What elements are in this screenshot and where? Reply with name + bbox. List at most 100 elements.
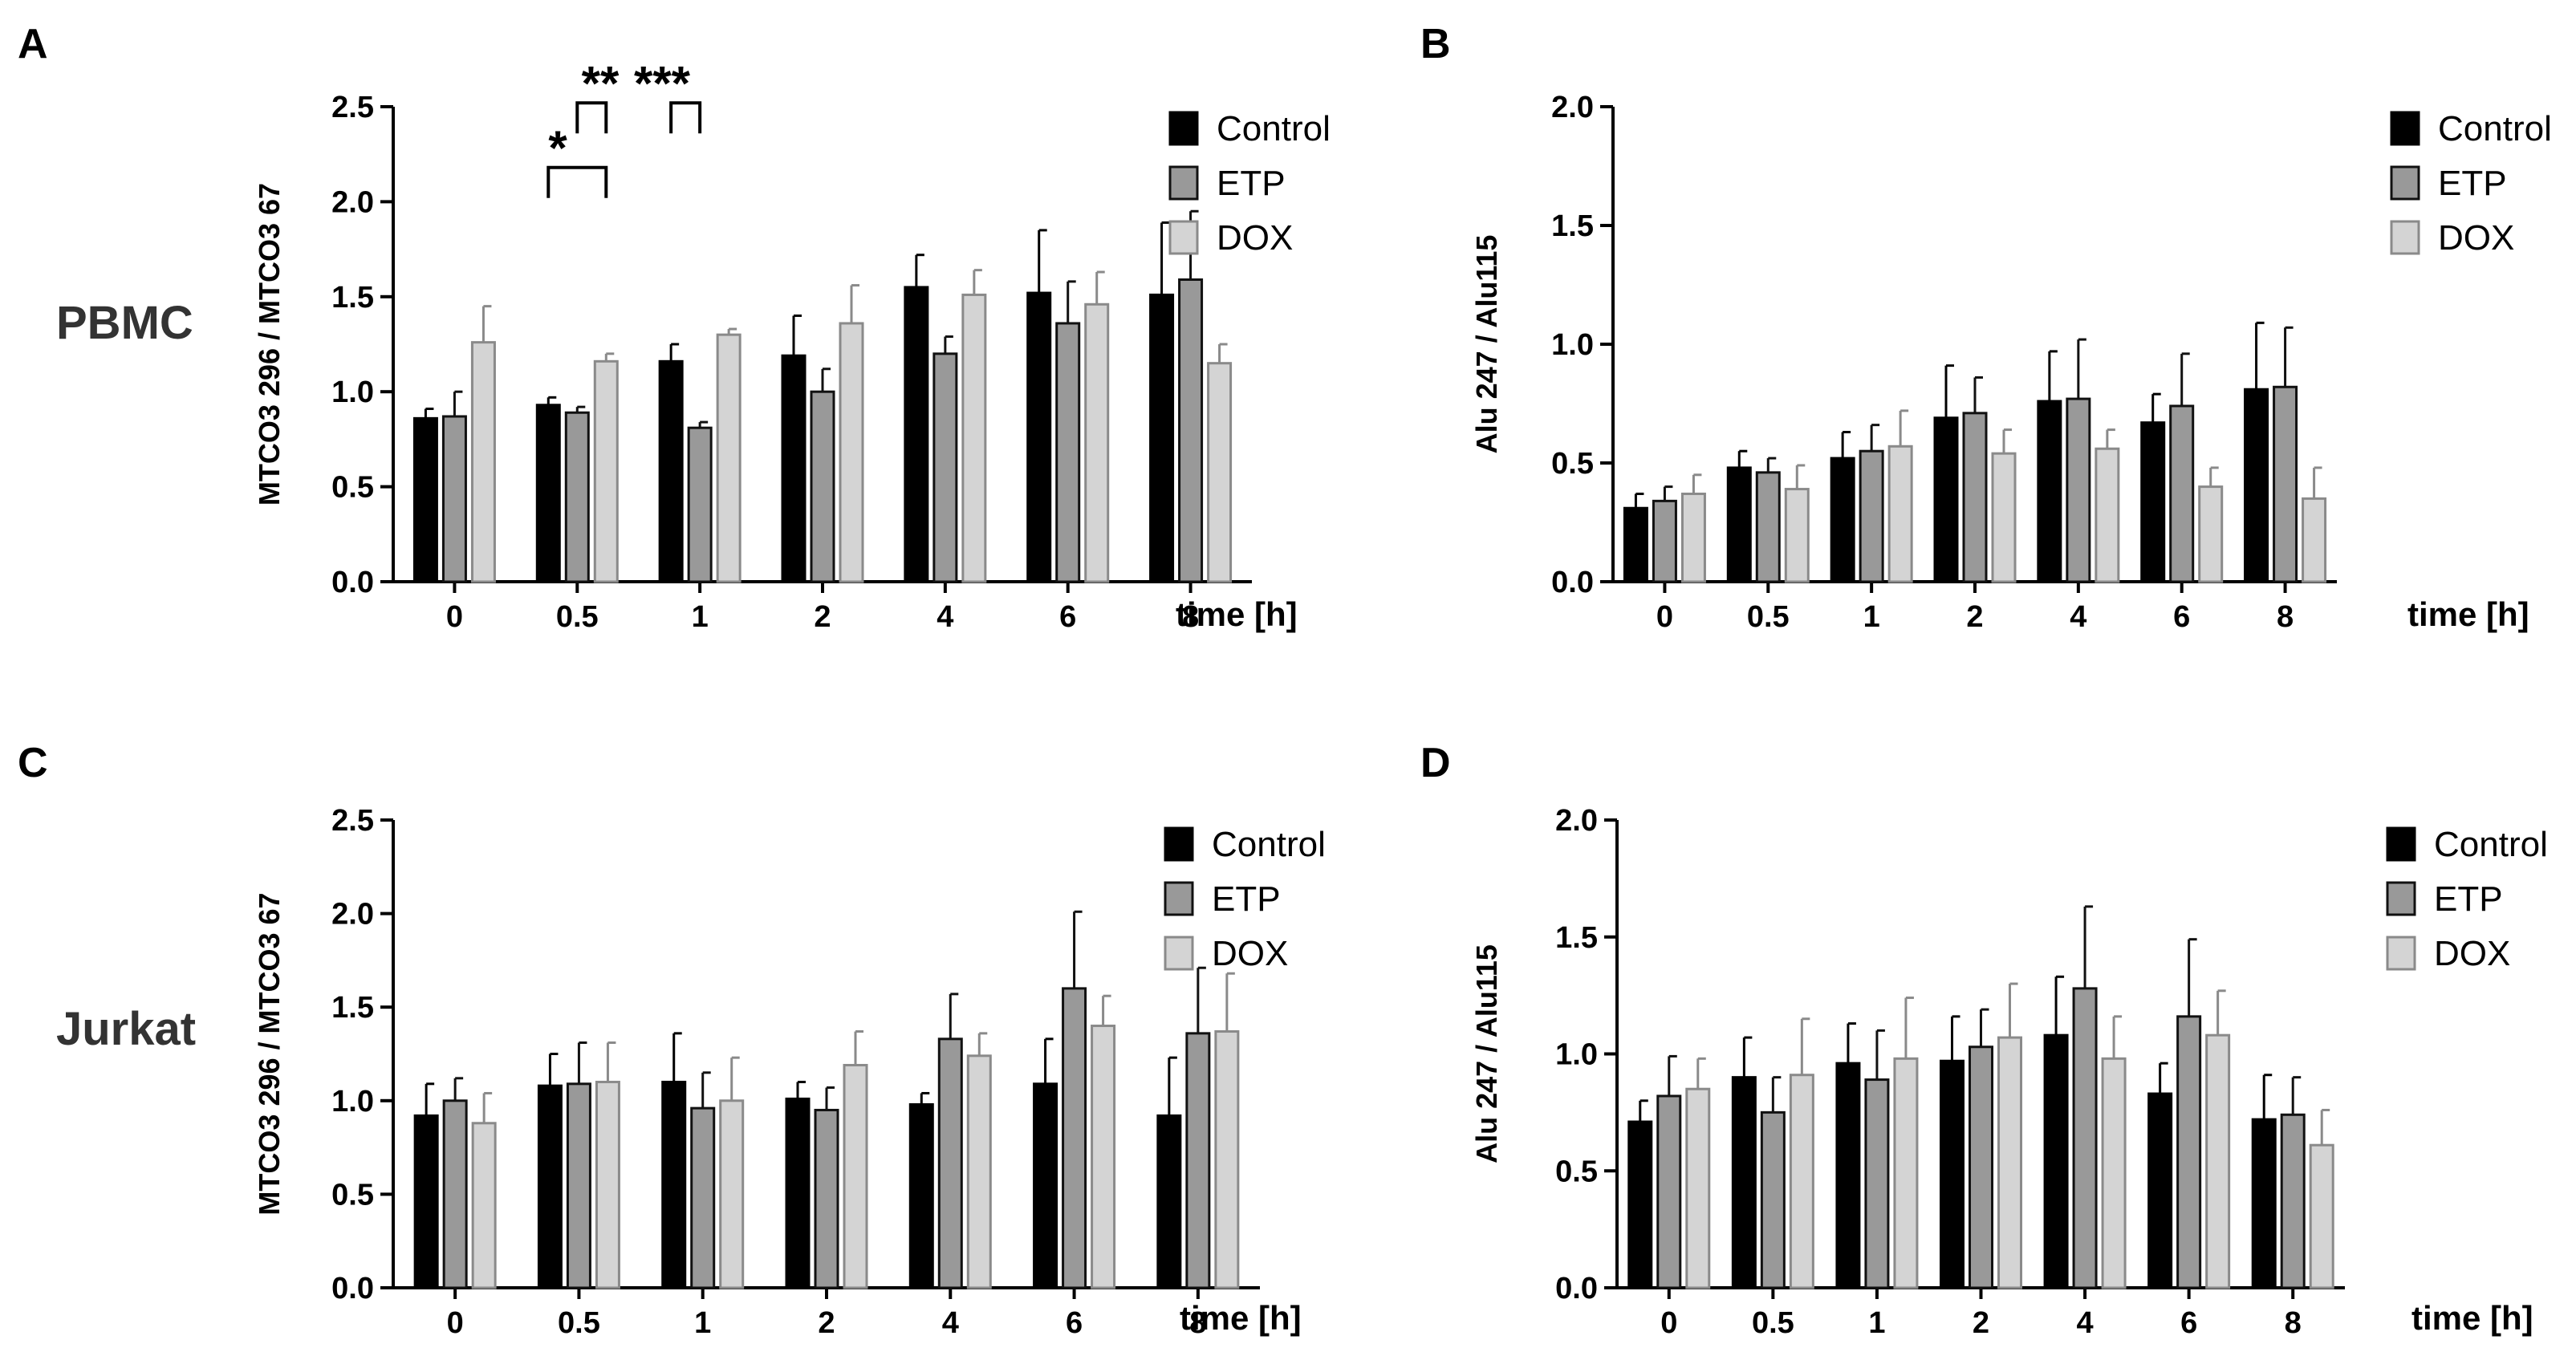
- bar-dox-2: [1997, 1036, 2022, 1289]
- bar-etp-6: [1062, 987, 1087, 1289]
- bar-etp-1: [687, 426, 713, 583]
- y-tick-label: 1.5: [331, 281, 374, 315]
- bar-etp-1: [1859, 449, 1884, 583]
- x-tick-label: 8: [1189, 1306, 1206, 1340]
- bar-control-0: [1623, 506, 1648, 583]
- bar-etp-8: [2273, 385, 2298, 583]
- x-tick-label: 1: [694, 1306, 711, 1340]
- bar-control-6: [1033, 1082, 1058, 1289]
- y-tick-label: 1.5: [1551, 209, 1594, 243]
- x-tick-label: 2: [1973, 1306, 1989, 1340]
- panel-c: C 0.0 0.5 1.0 1.5 2.0 2.5 0 0.5 1 2 4 6 8 MTCO3 296 / …: [18, 740, 1326, 1340]
- x-tick-label: 1: [1863, 600, 1880, 634]
- panel-letter-c: C: [18, 740, 48, 786]
- bar-dox-6: [2205, 1033, 2231, 1289]
- legend-swatch-etp: [2390, 165, 2420, 201]
- bar-control-0-5: [1726, 466, 1752, 583]
- panel-b: B 0.0 0.5 1.0 1.5 2.0 0 0.5 1 2 4 6 8 Alu 247 / Alu11…: [1420, 21, 2552, 634]
- bar-control-0-5: [535, 404, 561, 583]
- y-tick-label: 1.0: [331, 1085, 374, 1118]
- x-tick-label: 2: [1966, 600, 1983, 634]
- legend-swatch-etp: [1168, 165, 1199, 201]
- x-tick-label: 2: [814, 600, 831, 634]
- y-axis-title: Alu 247 / Alu115: [1470, 944, 1503, 1163]
- bar-dox-2: [1991, 452, 2017, 583]
- x-tick-label: 4: [2070, 600, 2086, 634]
- bar-etp-0: [1652, 499, 1677, 583]
- bar-dox-0: [471, 1122, 497, 1289]
- bar-control-6: [2147, 1092, 2173, 1289]
- y-tick-label: 2.0: [1555, 804, 1598, 838]
- bar-etp-0-5: [566, 1082, 591, 1289]
- panel-d: D 0.0 0.5 1.0 1.5 2.0 0 0.5 1 2 4 6 8 Alu 247 / Alu11…: [1420, 740, 2548, 1340]
- legend-label-dox: DOX: [2434, 934, 2510, 973]
- x-tick-label: 1: [1868, 1306, 1885, 1340]
- x-tick-label: 4: [2077, 1306, 2094, 1340]
- legend-swatch-dox: [2390, 220, 2420, 255]
- x-axis-title: time [h]: [1180, 1299, 1302, 1337]
- bar-dox-8: [2302, 497, 2327, 583]
- bar-etp-4: [932, 352, 958, 583]
- panel-a: A 0.0 0.5 1.0 1.5 2.0 2.5 0 0.5 1 2 4 6 8 MTCO3 296 / …: [18, 21, 1331, 634]
- x-tick-label: 1: [692, 600, 709, 634]
- y-tick-label: 2.0: [331, 898, 374, 932]
- bar-control-0: [412, 416, 438, 583]
- bar-dox-4: [966, 1054, 992, 1289]
- x-tick-label: 6: [2180, 1306, 2197, 1340]
- legend-label-control: Control: [2434, 825, 2548, 864]
- x-tick-label: 2: [818, 1306, 835, 1340]
- legend-label-dox: DOX: [2438, 218, 2514, 258]
- legend-swatch-control: [1168, 111, 1199, 146]
- bar-dox-8: [2309, 1143, 2334, 1289]
- bar-control-2: [781, 354, 807, 583]
- x-tick-label: 6: [2173, 600, 2190, 634]
- bar-etp-0: [442, 1099, 468, 1289]
- x-axis-title: time [h]: [1176, 595, 1298, 633]
- y-tick-label: 1.0: [1555, 1038, 1598, 1072]
- bar-control-6: [1026, 291, 1052, 583]
- legend-swatch-control: [2390, 111, 2420, 146]
- bar-etp-2: [810, 390, 835, 583]
- y-axis-title: Alu 247 / Alu115: [1470, 235, 1503, 454]
- legend-label-etp: ETP: [2438, 164, 2507, 203]
- bar-control-8: [2251, 1118, 2277, 1289]
- bar-control-4: [904, 286, 929, 583]
- bar-control-1: [658, 359, 684, 583]
- legend-swatch-etp: [1164, 881, 1194, 916]
- bar-etp-8: [2280, 1113, 2306, 1289]
- bar-etp-0: [1656, 1094, 1682, 1289]
- bar-dox-1: [716, 333, 742, 583]
- x-tick-label: 0.5: [1747, 600, 1790, 634]
- panel-letter-b: B: [1420, 21, 1451, 67]
- bar-control-6: [2140, 421, 2166, 583]
- bar-control-1: [661, 1080, 687, 1289]
- bar-control-2: [1940, 1059, 1965, 1289]
- bar-etp-4: [937, 1037, 963, 1289]
- bar-etp-1: [690, 1106, 716, 1289]
- y-axis-title: MTCO3 296 / MTCO3 67: [253, 892, 286, 1215]
- bar-dox-4: [2095, 447, 2120, 583]
- panel-letter-d: D: [1420, 740, 1451, 786]
- y-tick-label: 2.0: [331, 185, 374, 219]
- bar-control-2: [1933, 416, 1959, 583]
- legend-label-control: Control: [1212, 825, 1326, 864]
- bar-etp-2: [814, 1108, 839, 1289]
- bar-dox-1: [719, 1099, 745, 1289]
- x-tick-label: 0.5: [556, 600, 599, 634]
- y-tick-label: 2.5: [331, 804, 374, 838]
- y-tick-label: 0.0: [331, 566, 374, 599]
- bar-control-4: [2037, 400, 2062, 583]
- y-tick-label: 1.5: [331, 991, 374, 1025]
- y-tick-label: 0.0: [1555, 1272, 1598, 1305]
- y-tick-label: 1.0: [331, 376, 374, 409]
- significance-label: ***: [634, 56, 691, 110]
- bar-etp-8: [1178, 278, 1204, 583]
- bar-control-8: [2244, 388, 2269, 583]
- bar-control-0-5: [537, 1084, 563, 1289]
- bar-etp-6: [2176, 1015, 2202, 1289]
- bar-etp-0-5: [1760, 1110, 1786, 1289]
- legend-label-control: Control: [2438, 109, 2552, 148]
- bar-dox-0-5: [595, 1080, 620, 1289]
- bar-dox-0: [470, 341, 496, 583]
- bar-etp-1: [1864, 1078, 1890, 1289]
